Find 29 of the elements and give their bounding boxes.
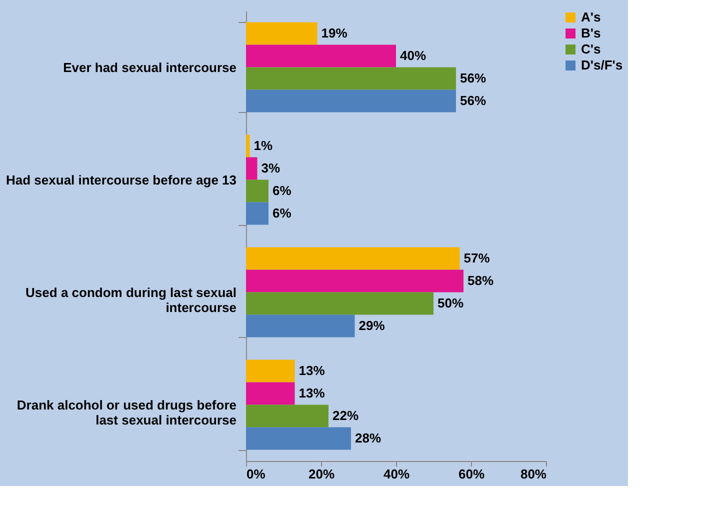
x-tick-label: 40% [383,466,410,482]
y-tick-label: Ever had sexual intercourse [63,60,236,75]
data-label: 58% [468,273,494,288]
data-label: 13% [298,386,326,400]
legend-label: C's [581,42,601,56]
data-label: 57% [464,250,490,266]
data-label: 13% [298,363,326,378]
x-tick-label: 80% [520,466,547,482]
legend-label: A's [581,10,601,24]
data-label: 28% [355,430,382,446]
data-label: 6% [272,206,292,220]
data-label: 56% [460,93,486,108]
data-label: 29% [358,318,386,333]
data-label: 22% [332,408,359,423]
data-label: 19% [321,26,348,40]
data-label: 6% [272,183,292,198]
y-tick-label: Used a condom during last sexual intercourse [26,284,236,315]
x-tick-label: 20% [308,466,335,482]
legend-label: B's [581,26,601,40]
data-label: 56% [460,70,486,86]
data-label: 40% [400,48,426,63]
x-tick-label: 0% [246,466,266,482]
y-tick-label: Drank alcohol or used drugs before last sexual intercourse [16,397,236,428]
x-tick-label: 60% [458,466,485,482]
data-label: 1% [254,138,273,153]
data-label: 50% [438,296,464,310]
legend-label: D's/F's [581,58,623,72]
data-label: 3% [261,160,280,176]
y-tick-label: Had sexual intercourse before age 13 [6,172,236,188]
